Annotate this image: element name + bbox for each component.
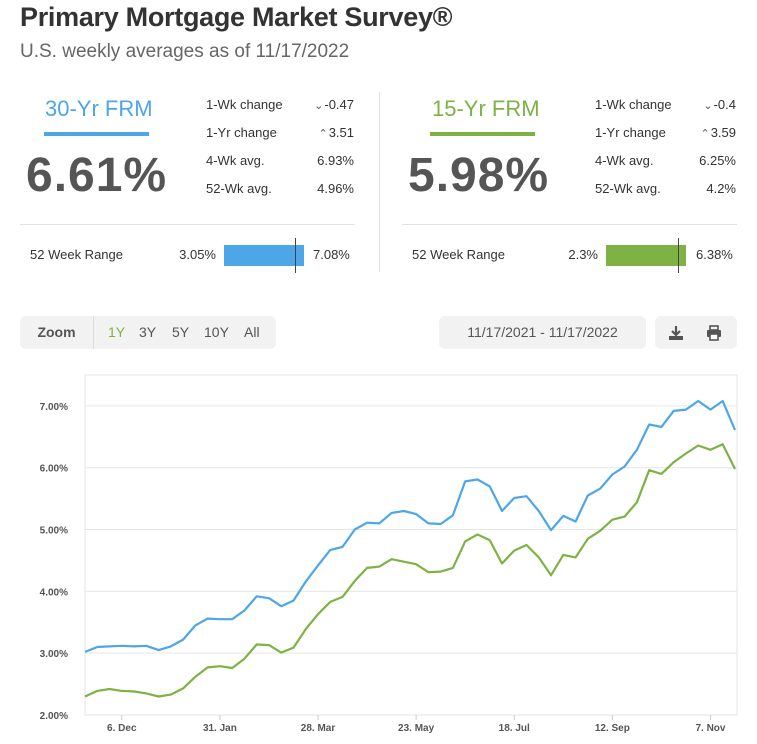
stat-row: 1-Yr change ⌃3.51 bbox=[206, 125, 354, 153]
range-current-marker bbox=[678, 238, 680, 273]
chevron-down-icon: ⌄ bbox=[314, 100, 324, 112]
range-high: 7.08% bbox=[313, 247, 350, 262]
range-low: 2.3% bbox=[568, 247, 598, 262]
zoom-3y-button[interactable]: 3Y bbox=[139, 324, 157, 340]
range-bar bbox=[606, 245, 686, 266]
chevron-up-icon: ⌃ bbox=[318, 128, 328, 140]
frm15-stats: 1-Wk change ⌄-0.4 1-Yr change ⌃3.59 4-Wk… bbox=[595, 97, 736, 209]
divider bbox=[402, 224, 737, 225]
x-tick-label: 28. Mar bbox=[301, 723, 336, 734]
panel-divider bbox=[379, 92, 380, 272]
frm15-rate: 5.98% bbox=[408, 149, 550, 202]
stat-label: 1-Wk change bbox=[595, 97, 672, 112]
stat-label: 52-Wk avg. bbox=[595, 181, 661, 196]
stat-value: ⌄-0.47 bbox=[314, 97, 354, 112]
range-high: 6.38% bbox=[696, 247, 733, 262]
range-bar bbox=[224, 245, 304, 266]
stat-row: 1-Wk change ⌄-0.4 bbox=[595, 97, 736, 125]
stat-value: 6.25% bbox=[699, 153, 736, 168]
stat-value: 6.93% bbox=[317, 153, 354, 168]
stat-row: 1-Wk change ⌄-0.47 bbox=[206, 97, 354, 125]
x-tick-label: 12. Sep bbox=[595, 723, 630, 734]
stat-label: 1-Wk change bbox=[206, 97, 283, 112]
range-current-marker bbox=[294, 238, 296, 273]
download-icon[interactable] bbox=[667, 324, 685, 342]
page-title: Primary Mortgage Market Survey® bbox=[20, 2, 453, 32]
frm15-underline bbox=[430, 132, 535, 136]
series-line-15-yr-frm bbox=[84, 443, 736, 698]
zoom-5y-button[interactable]: 5Y bbox=[172, 324, 190, 340]
stat-label: 52-Wk avg. bbox=[206, 181, 272, 196]
y-tick-label: 6.00% bbox=[40, 464, 68, 475]
y-tick-label: 2.00% bbox=[40, 711, 68, 722]
frm30-label: 30-Yr FRM bbox=[45, 96, 153, 121]
rate-line-chart: 2.00% 3.00% 4.00% 5.00% 6.00% 7.00% 6. Dec 31.… bbox=[40, 374, 738, 734]
stat-value: 4.96% bbox=[317, 181, 354, 196]
x-tick-label: 18. Jul bbox=[499, 723, 530, 734]
frm30-rate: 6.61% bbox=[26, 149, 168, 202]
chevron-down-icon: ⌄ bbox=[703, 100, 713, 112]
stat-value: 4.2% bbox=[706, 181, 736, 196]
date-range-selector[interactable]: 11/17/2021 - 11/17/2022 bbox=[439, 316, 646, 349]
zoom-label: Zoom bbox=[20, 316, 94, 349]
stat-row: 52-Wk avg. 4.2% bbox=[595, 181, 736, 209]
range-low: 3.05% bbox=[179, 247, 216, 262]
x-tick-label: 23. May bbox=[398, 723, 435, 734]
range-label: 52 Week Range bbox=[412, 247, 505, 262]
stat-value: ⌃3.59 bbox=[700, 125, 736, 140]
frm15-label: 15-Yr FRM bbox=[432, 96, 540, 121]
zoom-bar: Zoom 1Y 3Y 5Y 10Y All bbox=[20, 316, 276, 349]
print-icon[interactable] bbox=[705, 324, 723, 342]
series-line-30-yr-frm bbox=[84, 399, 737, 653]
chevron-up-icon: ⌃ bbox=[700, 128, 710, 140]
page-subtitle: U.S. weekly averages as of 11/17/2022 bbox=[20, 41, 350, 62]
frm30-stats: 1-Wk change ⌄-0.47 1-Yr change ⌃3.51 4-W… bbox=[206, 97, 354, 209]
stat-value: ⌄-0.4 bbox=[703, 97, 736, 112]
stat-row: 4-Wk avg. 6.25% bbox=[595, 153, 736, 181]
stat-label: 4-Wk avg. bbox=[206, 153, 265, 168]
range-label: 52 Week Range bbox=[30, 247, 123, 262]
zoom-all-button[interactable]: All bbox=[244, 324, 260, 340]
stat-label: 1-Yr change bbox=[206, 125, 277, 140]
stat-value: ⌃3.51 bbox=[318, 125, 354, 140]
stat-label: 4-Wk avg. bbox=[595, 153, 654, 168]
frm30-underline bbox=[44, 132, 149, 136]
y-tick-label: 7.00% bbox=[40, 402, 68, 413]
stat-label: 1-Yr change bbox=[595, 125, 666, 140]
divider bbox=[20, 224, 355, 225]
y-tick-label: 4.00% bbox=[40, 587, 68, 598]
stat-row: 1-Yr change ⌃3.59 bbox=[595, 125, 736, 153]
stat-row: 4-Wk avg. 6.93% bbox=[206, 153, 354, 181]
zoom-10y-button[interactable]: 10Y bbox=[204, 324, 229, 340]
x-tick-label: 6. Dec bbox=[107, 723, 137, 734]
y-tick-label: 5.00% bbox=[40, 526, 68, 537]
x-tick-label: 31. Jan bbox=[203, 723, 237, 734]
chart-tools bbox=[655, 316, 737, 349]
stat-row: 52-Wk avg. 4.96% bbox=[206, 181, 354, 209]
frm15-panel: 15-Yr FRM 5.98% 1-Wk change ⌄-0.4 1-Yr c… bbox=[402, 90, 742, 280]
y-tick-label: 3.00% bbox=[40, 649, 68, 660]
frm30-panel: 30-Yr FRM 6.61% 1-Wk change ⌄-0.47 1-Yr … bbox=[20, 90, 360, 280]
zoom-1y-button[interactable]: 1Y bbox=[108, 324, 126, 340]
x-tick-label: 7. Nov bbox=[695, 723, 725, 734]
